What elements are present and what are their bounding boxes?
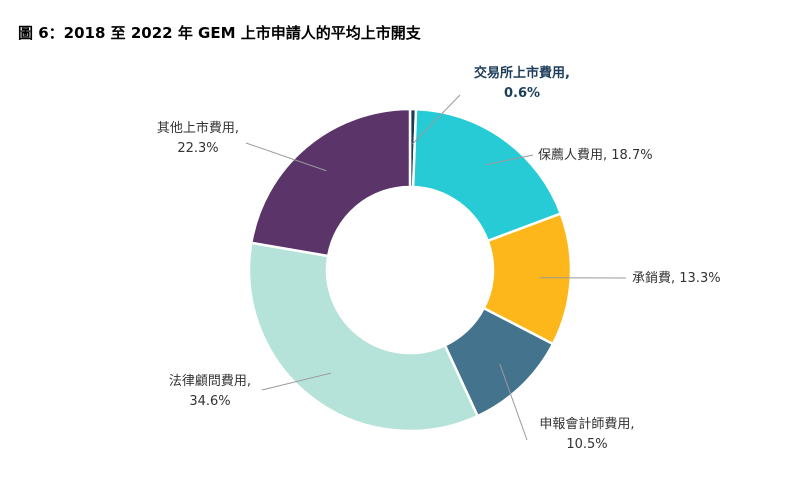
slice-label-申報會計師費用: 申報會計師費用, 10.5% [539, 416, 634, 452]
slice-label-line: 交易所上市費用, [474, 65, 570, 81]
slice-label-line: 申報會計師費用, [539, 416, 634, 432]
slice-其他上市費用 [249, 107, 412, 258]
slice-label-承銷費: 承銷費, 13.3% [632, 270, 721, 286]
slice-label-line: 0.6% [504, 86, 540, 101]
slice-label-line: 法律顧問費用, [169, 374, 251, 389]
slice-法律顧問費用 [247, 241, 480, 433]
slice-保薦人費用 [411, 107, 563, 243]
slice-label-交易所上市費用: 交易所上市費用, 0.6% [474, 65, 570, 101]
slice-label-line: 承銷費, 13.3% [632, 270, 721, 286]
slice-label-保薦人費用: 保薦人費用, 18.7% [538, 148, 653, 163]
donut-slices [247, 107, 573, 433]
slice-labels: 交易所上市費用, 0.6% 保薦人費用, 18.7% 承銷費, 13.3% 申報會計師費… [157, 65, 721, 452]
slice-label-line: 保薦人費用, 18.7% [538, 148, 653, 163]
slice-label-line: 34.6% [189, 394, 230, 409]
leader-line-法律顧問費用 [261, 372, 332, 391]
slice-label-line: 其他上市費用, [157, 120, 239, 136]
slice-label-line: 10.5% [566, 437, 607, 452]
leader-lines [245, 94, 627, 441]
slice-label-其他上市費用: 其他上市費用, 22.3% [157, 120, 239, 156]
leader-line-交易所上市費用 [412, 94, 461, 145]
leader-line-保薦人費用 [485, 154, 534, 166]
leader-line-申報會計師費用 [499, 363, 528, 441]
leader-line-其他上市費用 [245, 142, 327, 172]
chart-title: 圖 6：2018 至 2022 年 GEM 上市申請人的平均上市開支 [18, 24, 421, 42]
slice-label-法律顧問費用: 法律顧問費用, 34.6% [169, 374, 251, 409]
slice-label-line: 22.3% [177, 141, 218, 156]
